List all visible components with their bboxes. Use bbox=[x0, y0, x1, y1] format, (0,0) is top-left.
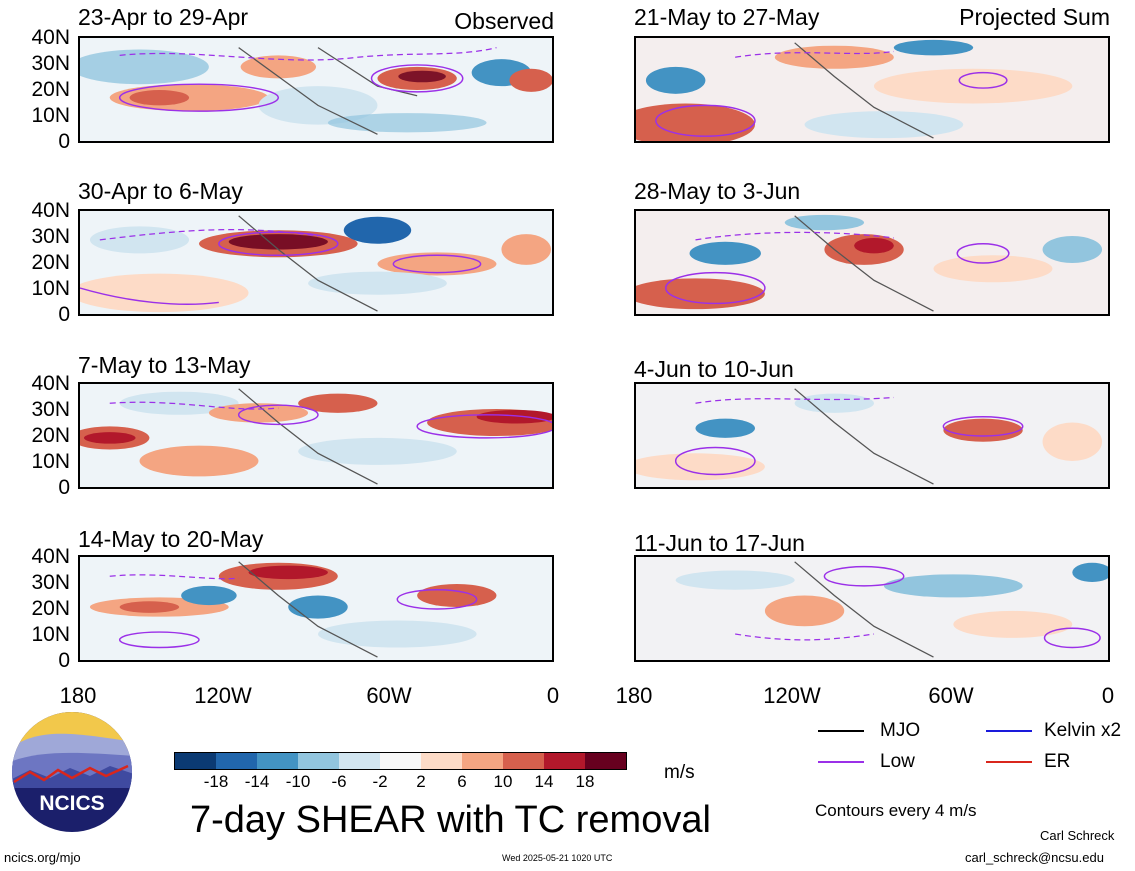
lat-label: 10N bbox=[31, 623, 70, 646]
lon-label: 60W bbox=[366, 683, 412, 708]
lon-label: 180 bbox=[59, 683, 97, 708]
legend-line-er bbox=[986, 761, 1032, 763]
panel-title-3: 7-May to 13-May bbox=[78, 352, 251, 378]
legend-label-er: ER bbox=[1044, 751, 1071, 772]
colorbar-unit: m/s bbox=[664, 762, 695, 783]
colorbar-tick-label: -14 bbox=[244, 772, 270, 791]
panel-title-4: 14-May to 20-May bbox=[78, 526, 264, 552]
colorbar-swatch bbox=[298, 753, 339, 769]
colorbar-tick-label: -2 bbox=[372, 772, 388, 791]
shear-map-panel-5 bbox=[634, 36, 1110, 143]
colorbar-tick-label: 14 bbox=[534, 772, 554, 791]
lat-label: 10N bbox=[31, 104, 70, 127]
projected-sum-label: Projected Sum bbox=[959, 4, 1110, 30]
lat-label: 20N bbox=[31, 78, 70, 101]
colorbar-swatch bbox=[503, 753, 544, 769]
colorbar-tick-label: 6 bbox=[457, 772, 467, 791]
colorbar-swatch bbox=[544, 753, 585, 769]
shear-map-panel-3 bbox=[78, 382, 554, 489]
ncics-logo: NCICS bbox=[10, 710, 134, 834]
lon-label: 0 bbox=[1101, 683, 1115, 708]
legend-line-mjo bbox=[818, 730, 864, 732]
lat-label: 30N bbox=[31, 225, 70, 248]
colorbar-swatch bbox=[339, 753, 380, 769]
author-name: Carl Schreck bbox=[1040, 828, 1115, 843]
shear-map-panel-1 bbox=[78, 36, 554, 143]
legend-label-kelvin: Kelvin x2 bbox=[1044, 720, 1122, 741]
colorbar bbox=[174, 752, 627, 770]
lat-label: 0 bbox=[58, 476, 70, 499]
lat-label: 40N bbox=[31, 199, 70, 222]
lat-label: 40N bbox=[31, 545, 70, 568]
lat-label: 20N bbox=[31, 597, 70, 620]
colorbar-swatch bbox=[462, 753, 503, 769]
lon-label: 120W bbox=[763, 683, 821, 708]
shear-map-panel-2 bbox=[78, 209, 554, 316]
legend-label-low: Low bbox=[880, 751, 915, 772]
legend-label-mjo: MJO bbox=[880, 720, 921, 741]
lat-label: 40N bbox=[31, 26, 70, 49]
site-url: ncics.org/mjo bbox=[4, 850, 81, 865]
lat-label: 10N bbox=[31, 450, 70, 473]
colorbar-tick-label: -10 bbox=[285, 772, 311, 791]
colorbar-swatch bbox=[585, 753, 626, 769]
shear-map-panel-8 bbox=[634, 555, 1110, 662]
legend-line-kelvin bbox=[986, 730, 1032, 732]
colorbar-tick-label: -18 bbox=[203, 772, 229, 791]
lon-label: 60W bbox=[928, 683, 974, 708]
lat-label: 0 bbox=[58, 303, 70, 326]
colorbar-tick-label: -6 bbox=[331, 772, 347, 791]
logo-text: NCICS bbox=[39, 792, 104, 815]
lon-label: 0 bbox=[546, 683, 560, 708]
colorbar-tick-label: 10 bbox=[493, 772, 513, 791]
lat-label: 20N bbox=[31, 424, 70, 447]
lat-label: 30N bbox=[31, 52, 70, 75]
colorbar-swatch bbox=[257, 753, 298, 769]
timestamp: Wed 2025-05-21 1020 UTC bbox=[502, 853, 613, 863]
colorbar-swatch bbox=[216, 753, 257, 769]
lat-label: 0 bbox=[58, 649, 70, 672]
legend-line-low bbox=[818, 761, 864, 763]
lat-label: 30N bbox=[31, 398, 70, 421]
shear-map-panel-7 bbox=[634, 382, 1110, 489]
lon-label: 180 bbox=[615, 683, 653, 708]
panel-title-5: 21-May to 27-May bbox=[634, 4, 820, 30]
contours-note: Contours every 4 m/s bbox=[815, 801, 977, 820]
colorbar-swatch bbox=[421, 753, 462, 769]
colorbar-tick-label: 2 bbox=[416, 772, 426, 791]
figure-title: 7-day SHEAR with TC removal bbox=[190, 799, 711, 841]
panel-title-2: 30-Apr to 6-May bbox=[78, 178, 243, 204]
panel-title-7: 4-Jun to 10-Jun bbox=[634, 356, 794, 382]
panel-title-8: 11-Jun to 17-Jun bbox=[634, 530, 805, 556]
lat-label: 10N bbox=[31, 277, 70, 300]
lat-label: 40N bbox=[31, 372, 70, 395]
panel-title-1: 23-Apr to 29-Apr bbox=[78, 4, 249, 30]
observed-label: Observed bbox=[454, 8, 554, 34]
colorbar-swatch bbox=[175, 753, 216, 769]
lat-label: 20N bbox=[31, 251, 70, 274]
shear-map-panel-4 bbox=[78, 555, 554, 662]
panel-title-6: 28-May to 3-Jun bbox=[634, 178, 801, 204]
colorbar-swatch bbox=[380, 753, 421, 769]
lat-label: 30N bbox=[31, 571, 70, 594]
colorbar-tick-label: 18 bbox=[575, 772, 595, 791]
shear-map-panel-6 bbox=[634, 209, 1110, 316]
lon-label: 120W bbox=[194, 683, 252, 708]
lat-label: 0 bbox=[58, 130, 70, 153]
author-email: carl_schreck@ncsu.edu bbox=[965, 850, 1104, 865]
